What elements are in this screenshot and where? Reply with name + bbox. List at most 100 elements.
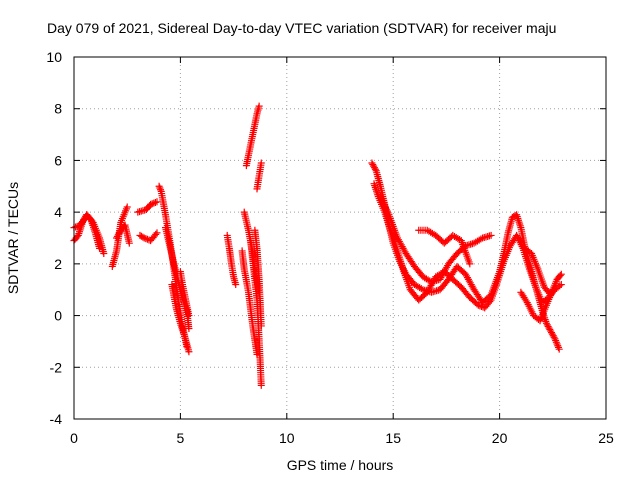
data-series-segment	[168, 281, 193, 356]
data-point	[550, 333, 558, 341]
data-point	[545, 324, 553, 332]
data-series-segment	[113, 221, 133, 247]
data-series-segment	[247, 237, 265, 389]
data-point	[113, 234, 121, 242]
data-point	[257, 381, 265, 389]
data-point	[139, 233, 147, 241]
y-tick-label: -4	[50, 411, 63, 427]
data-point	[185, 348, 193, 356]
data-point	[557, 281, 565, 289]
data-point	[148, 200, 156, 208]
data-series-segment	[521, 244, 565, 299]
data-point	[370, 162, 378, 170]
data-series-segment	[134, 198, 161, 216]
data-point	[113, 232, 121, 240]
data-point	[115, 229, 123, 237]
data-point	[73, 233, 81, 241]
data-point	[152, 230, 160, 238]
data-point	[153, 198, 161, 206]
data-point	[486, 298, 494, 306]
data-point	[522, 297, 530, 305]
data-point	[123, 203, 131, 211]
data-point	[156, 184, 164, 192]
data-point	[255, 102, 263, 110]
data-point	[556, 282, 564, 290]
data-series-segment	[162, 224, 193, 332]
x-tick-label: 0	[70, 430, 78, 446]
tick-labels: 0 5 10 15 20 25 -4 -2 0 2 4 6 8 10	[46, 49, 614, 446]
data-point	[257, 322, 265, 330]
data-series-segment	[176, 268, 193, 320]
data-point	[368, 159, 376, 167]
data-point	[552, 337, 560, 345]
data-point	[549, 286, 557, 294]
data-point	[155, 182, 163, 190]
data-point	[554, 342, 562, 350]
y-tick-label: 4	[54, 204, 62, 220]
x-axis-label: GPS time / hours	[287, 457, 394, 473]
y-tick-label: 0	[54, 308, 62, 324]
data-point	[546, 326, 554, 334]
data-point	[153, 229, 161, 237]
data-series-segment	[376, 193, 495, 286]
data-series-segment	[415, 226, 474, 268]
data-point	[557, 270, 565, 278]
data-point	[474, 301, 482, 309]
data-point	[371, 165, 379, 173]
data-point	[232, 281, 240, 289]
data-point	[125, 239, 133, 247]
data-point	[157, 186, 165, 194]
y-tick-label: -2	[50, 359, 63, 375]
y-tick-label: 8	[54, 101, 62, 117]
data-point	[551, 335, 559, 343]
data-point	[544, 322, 552, 330]
data-series-segment	[136, 229, 161, 245]
chart-title: Day 079 of 2021, Sidereal Day-to-day VTE…	[47, 20, 556, 36]
data-point	[556, 271, 564, 279]
data-point	[543, 321, 551, 329]
y-axis-label: SDTVAR / TECUs	[5, 182, 21, 294]
data-point	[185, 325, 193, 332]
data-point	[548, 330, 556, 338]
data-series-segment	[253, 159, 265, 193]
data-point	[257, 159, 265, 167]
data-point	[185, 312, 193, 320]
data-point	[114, 231, 122, 239]
plot-frame	[73, 56, 607, 420]
data-series-segment	[517, 286, 557, 325]
data-point	[477, 235, 485, 243]
x-tick-label: 15	[385, 430, 401, 446]
data-point	[370, 164, 378, 172]
data-point	[487, 231, 495, 239]
data-point	[553, 340, 561, 348]
data-point	[549, 332, 557, 340]
data-points	[70, 102, 565, 389]
data-series-segment	[223, 231, 240, 289]
data-point	[100, 250, 108, 258]
y-tick-label: 10	[46, 49, 62, 65]
data-point	[150, 199, 158, 207]
data-point	[151, 198, 159, 206]
y-tick-label: 6	[54, 152, 62, 168]
data-point	[147, 200, 155, 208]
data-point	[542, 319, 550, 327]
data-point	[548, 329, 556, 337]
data-point	[417, 285, 425, 293]
x-tick-label: 25	[598, 430, 614, 446]
data-point	[72, 223, 80, 231]
x-tick-label: 10	[279, 430, 295, 446]
data-point	[466, 260, 474, 268]
y-tick-label: 2	[54, 256, 62, 272]
x-tick-label: 20	[492, 430, 508, 446]
data-point	[476, 302, 484, 310]
data-series-segment	[242, 102, 263, 170]
data-point	[547, 327, 555, 335]
x-tick-label: 5	[177, 430, 185, 446]
data-point	[555, 345, 563, 353]
data-series-segment	[70, 211, 108, 258]
ticks	[73, 56, 607, 420]
data-point	[369, 161, 377, 169]
data-point	[73, 222, 81, 230]
